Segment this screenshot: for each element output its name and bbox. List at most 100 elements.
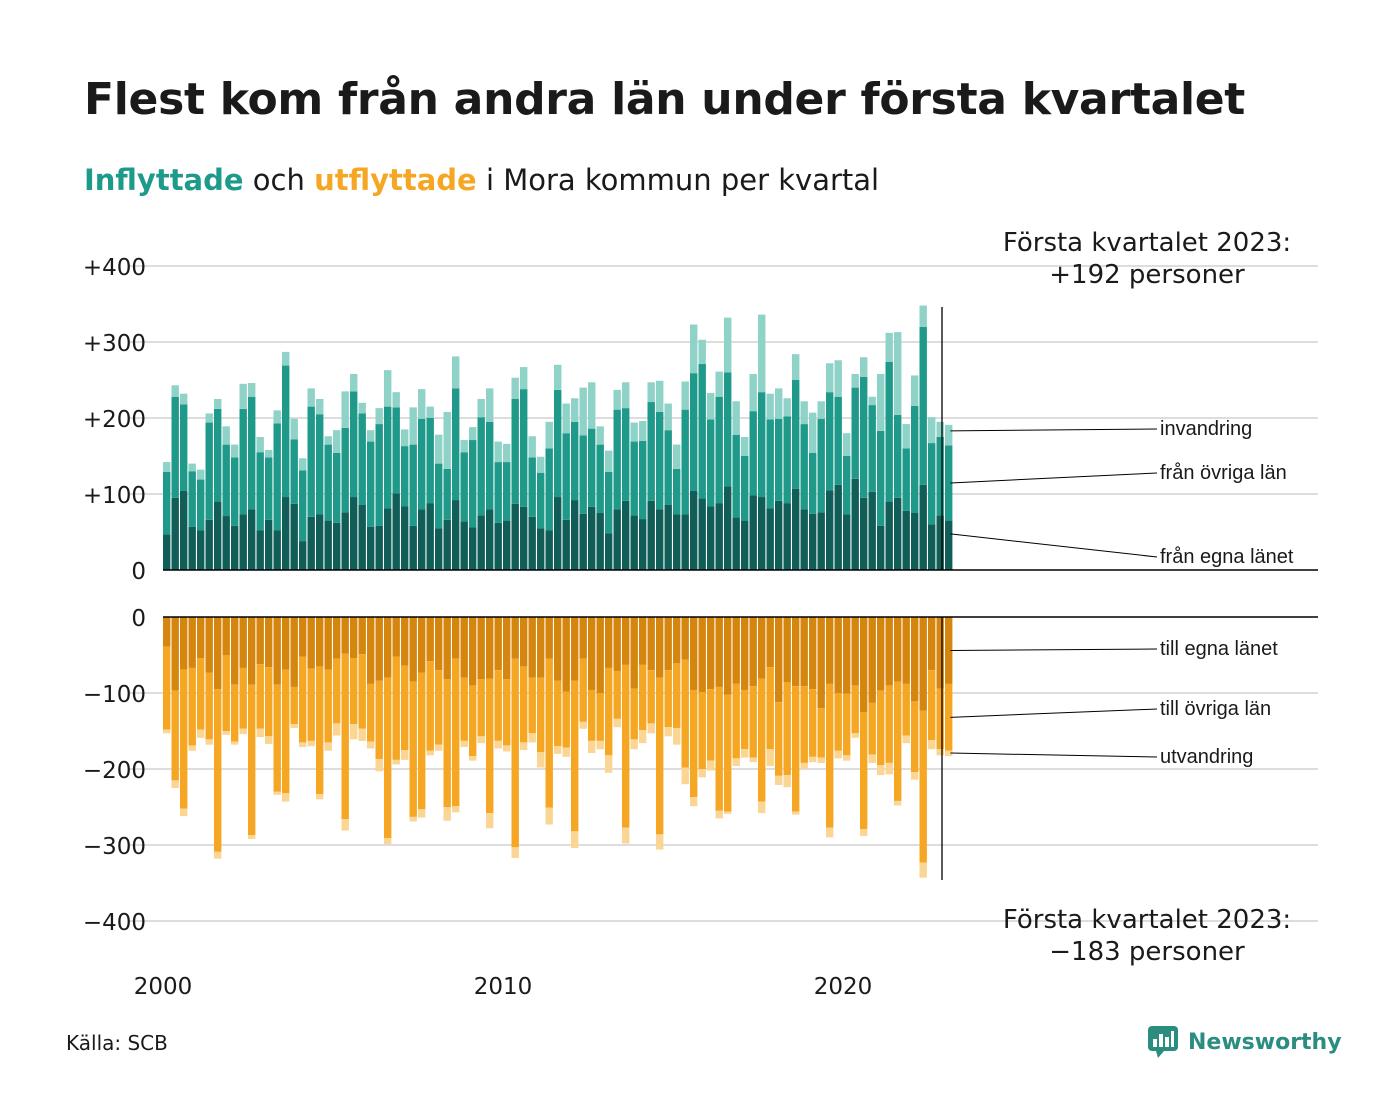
bar-out-other-counties bbox=[664, 670, 672, 728]
bar-out-emigration bbox=[503, 745, 511, 752]
bar-in-other-counties bbox=[800, 424, 808, 510]
bar-in-immigration bbox=[341, 391, 349, 428]
bar-in-immigration bbox=[877, 373, 885, 431]
bar-in-own-county bbox=[197, 530, 205, 570]
bar-in-immigration bbox=[775, 388, 783, 419]
subtitle-utflyttade: utflyttade bbox=[314, 163, 477, 197]
bar-in-immigration bbox=[656, 380, 664, 412]
bar-out-own-county bbox=[639, 617, 647, 665]
bar-out-emigration bbox=[885, 762, 893, 775]
bar-out-emigration bbox=[409, 816, 417, 822]
bar-in-other-counties bbox=[333, 452, 341, 523]
bar-out-other-counties bbox=[732, 683, 740, 759]
bar-out-other-counties bbox=[324, 669, 332, 743]
bar-out-other-counties bbox=[724, 694, 732, 812]
bar-in-other-counties bbox=[902, 448, 910, 511]
bar-out-own-county bbox=[239, 617, 247, 668]
bar-out-other-counties bbox=[783, 682, 791, 776]
bar-out-emigration bbox=[384, 838, 392, 845]
bar-in-immigration bbox=[919, 305, 927, 327]
bar-in-own-county bbox=[469, 527, 477, 570]
bar-in-own-county bbox=[545, 530, 553, 570]
y-tick-label-bottom: −400 bbox=[83, 910, 146, 936]
bar-out-own-county bbox=[877, 617, 885, 691]
bar-in-other-counties bbox=[732, 434, 740, 518]
bar-in-immigration bbox=[826, 363, 834, 393]
bar-in-immigration bbox=[843, 433, 851, 456]
bar-in-other-counties bbox=[545, 448, 553, 531]
bar-out-own-county bbox=[477, 617, 485, 680]
bar-in-immigration bbox=[214, 399, 222, 409]
bar-in-immigration bbox=[707, 392, 715, 420]
bar-out-emigration bbox=[282, 793, 290, 802]
bar-out-own-county bbox=[792, 617, 800, 687]
bar-out-other-counties bbox=[528, 677, 536, 734]
bar-out-own-county bbox=[409, 617, 417, 682]
bar-out-emigration bbox=[588, 740, 596, 754]
bar-out-own-county bbox=[435, 617, 443, 671]
bar-out-other-counties bbox=[282, 669, 290, 794]
bar-in-other-counties bbox=[579, 435, 587, 514]
bar-out-other-counties bbox=[613, 670, 621, 719]
bar-in-own-county bbox=[222, 516, 230, 570]
bar-in-immigration bbox=[605, 450, 613, 472]
bar-in-own-county bbox=[639, 519, 647, 570]
bar-in-immigration bbox=[443, 411, 451, 469]
bar-out-emigration bbox=[197, 729, 205, 738]
bar-in-other-counties bbox=[562, 433, 570, 520]
bar-out-emigration bbox=[851, 733, 859, 738]
bar-in-immigration bbox=[766, 393, 774, 420]
bar-out-emigration bbox=[809, 756, 817, 763]
bar-out-other-counties bbox=[452, 658, 460, 807]
bar-in-other-counties bbox=[248, 396, 256, 510]
y-tick-label-top: +200 bbox=[83, 407, 146, 433]
bar-in-other-counties bbox=[809, 452, 817, 514]
bar-out-emigration bbox=[290, 724, 298, 728]
bar-in-own-county bbox=[613, 509, 621, 570]
bar-in-immigration bbox=[290, 418, 298, 440]
bar-in-own-county bbox=[554, 497, 562, 570]
bar-out-own-county bbox=[469, 617, 477, 686]
bar-in-immigration bbox=[256, 437, 264, 453]
bar-out-emigration bbox=[248, 835, 256, 839]
bar-in-immigration bbox=[248, 383, 256, 397]
bar-out-other-counties bbox=[426, 661, 434, 751]
bar-in-other-counties bbox=[877, 430, 885, 526]
newsworthy-logo-icon bbox=[1148, 1026, 1178, 1058]
bar-out-other-counties bbox=[358, 654, 366, 729]
bar-in-own-county bbox=[443, 519, 451, 570]
bar-in-other-counties bbox=[477, 417, 485, 516]
bar-in-other-counties bbox=[469, 440, 477, 528]
bar-out-own-county bbox=[511, 617, 519, 659]
bar-out-own-county bbox=[885, 617, 893, 686]
bar-out-own-county bbox=[817, 617, 825, 709]
bar-in-other-counties bbox=[783, 416, 791, 504]
bar-out-emigration bbox=[919, 862, 927, 878]
bar-out-other-counties bbox=[894, 681, 902, 801]
bar-out-own-county bbox=[452, 617, 460, 659]
bar-out-other-counties bbox=[860, 712, 868, 830]
bar-out-emigration bbox=[622, 827, 630, 844]
bar-out-emigration bbox=[605, 755, 613, 773]
series-label-in: från övriga län bbox=[1160, 462, 1287, 484]
bar-in-other-counties bbox=[520, 389, 528, 507]
bar-out-own-county bbox=[231, 617, 239, 685]
bar-out-other-counties bbox=[707, 689, 715, 761]
bar-out-emigration bbox=[256, 728, 264, 738]
bar-in-immigration bbox=[350, 373, 358, 392]
bar-out-emigration bbox=[367, 741, 375, 749]
bar-out-emigration bbox=[902, 735, 910, 744]
bar-in-own-county bbox=[741, 520, 749, 570]
bar-in-own-county bbox=[792, 488, 800, 570]
bar-out-emigration bbox=[511, 847, 519, 858]
bar-out-emigration bbox=[690, 797, 698, 807]
bar-in-other-counties bbox=[707, 419, 715, 507]
bar-out-other-counties bbox=[690, 689, 698, 798]
bar-in-own-county bbox=[452, 500, 460, 570]
bar-out-own-county bbox=[333, 617, 341, 659]
bar-in-own-county bbox=[851, 478, 859, 570]
series-label-leader bbox=[950, 752, 1158, 758]
bar-in-other-counties bbox=[443, 468, 451, 520]
bar-out-other-counties bbox=[341, 653, 349, 820]
bar-in-other-counties bbox=[171, 396, 179, 498]
